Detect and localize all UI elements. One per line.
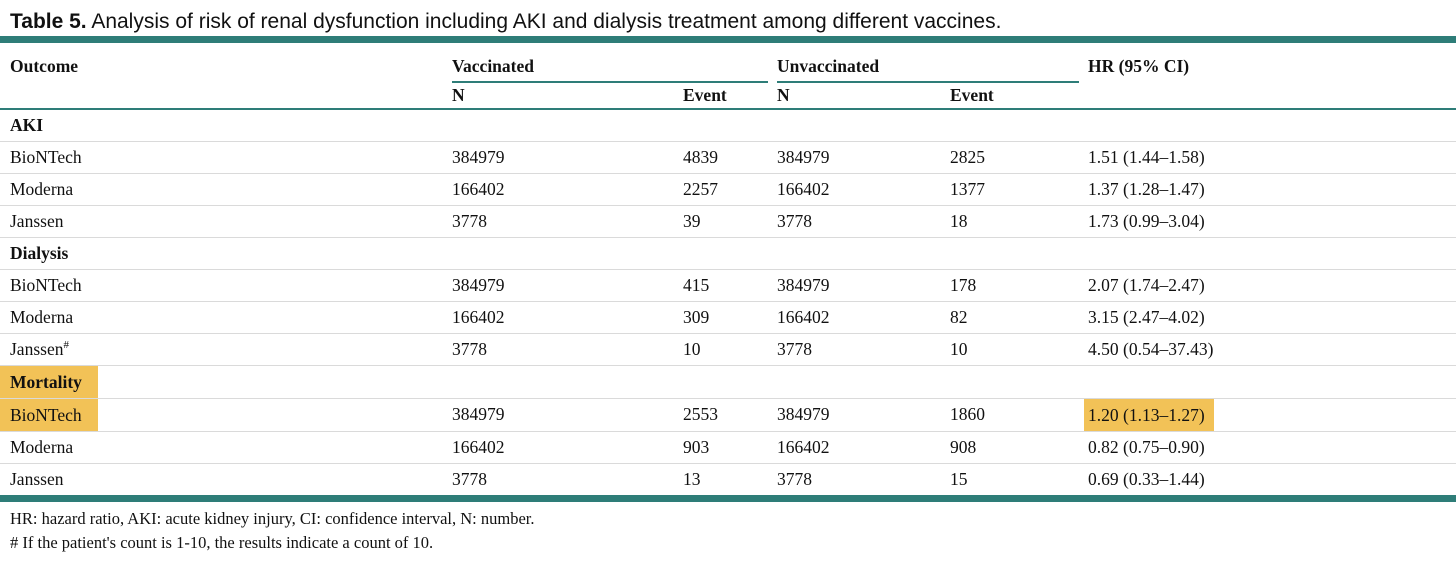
cell-unvac-event: 178	[950, 274, 977, 295]
cell-hr: 0.82 (0.75–0.90)	[1088, 436, 1205, 457]
highlighted-text: BioNTech	[0, 398, 98, 431]
section-label-aki: AKI	[10, 114, 44, 135]
table-row: Moderna 166402 903 166402 908 0.82 (0.75…	[0, 431, 1456, 463]
cell-outcome: Janssen	[10, 210, 64, 231]
cell-unvac-n: 3778	[777, 468, 812, 489]
outcome-label: Janssen	[10, 338, 64, 359]
column-header-outcome: Outcome	[10, 56, 79, 76]
cell-hr: 1.51 (1.44–1.58)	[1088, 146, 1205, 167]
header-group-row: Outcome Vaccinated Unvaccinated HR (95% …	[0, 43, 1456, 83]
footnote-abbreviations: HR: hazard ratio, AKI: acute kidney inju…	[10, 509, 535, 528]
cell-unvac-event: 10	[950, 338, 968, 359]
cell-hr: 0.69 (0.33–1.44)	[1088, 468, 1205, 489]
table-row: Janssen 3778 39 3778 18 1.73 (0.99–3.04)	[0, 205, 1456, 237]
cell-vac-n: 166402	[452, 306, 505, 327]
section-label-mortality: Mortality	[0, 365, 1456, 398]
cell-unvac-event: 2825	[950, 146, 985, 167]
cell-vac-event: 903	[683, 436, 710, 457]
cell-outcome: Janssen	[10, 468, 64, 489]
cell-unvac-event: 1860	[950, 404, 985, 424]
cell-hr: 2.07 (1.74–2.47)	[1088, 274, 1205, 295]
column-header-empty	[1088, 83, 1456, 110]
cell-outcome: Moderna	[10, 306, 74, 327]
cell-outcome: Moderna	[10, 178, 74, 199]
column-header-unvac-n: N	[777, 83, 950, 110]
cell-vac-event: 2553	[683, 404, 718, 424]
table-caption-text: Analysis of risk of renal dysfunction in…	[86, 10, 1002, 33]
data-table-container: Outcome Vaccinated Unvaccinated HR (95% …	[0, 36, 1456, 502]
cell-unvac-n: 3778	[777, 338, 812, 359]
cell-unvac-n: 384979	[777, 274, 830, 295]
section-label-dialysis: Dialysis	[10, 242, 69, 263]
table-row: Janssen# 3778 10 3778 10 4.50 (0.54–37.4…	[0, 333, 1456, 365]
column-group-vaccinated: Vaccinated	[452, 43, 777, 83]
cell-unvac-event: 18	[950, 210, 968, 231]
cell-unvac-event: 15	[950, 468, 968, 489]
cell-outcome: BioNTech	[10, 146, 82, 167]
table-row: BioNTech 384979 2553 384979 1860 1.20 (1…	[0, 398, 1456, 431]
table-footnotes: HR: hazard ratio, AKI: acute kidney inju…	[0, 502, 1456, 555]
table-row: Janssen 3778 13 3778 15 0.69 (0.33–1.44)	[0, 463, 1456, 495]
table-caption-label: Table 5.	[10, 10, 87, 33]
cell-unvac-event: 908	[950, 436, 977, 457]
cell-outcome: Moderna	[10, 436, 74, 457]
cell-outcome: BioNTech	[0, 398, 452, 431]
cell-hr: 1.20 (1.13–1.27)	[1084, 398, 1456, 431]
header-sub-row: N Event N Event	[0, 83, 1456, 110]
cell-unvac-n: 384979	[777, 146, 830, 167]
table-row: Moderna 166402 2257 166402 1377 1.37 (1.…	[0, 173, 1456, 205]
section-header-row: Dialysis	[0, 237, 1456, 269]
cell-vac-n: 166402	[452, 436, 505, 457]
table-caption: Table 5. Analysis of risk of renal dysfu…	[0, 0, 1456, 36]
table-row: BioNTech 384979 415 384979 178 2.07 (1.7…	[0, 269, 1456, 301]
table-row: BioNTech 384979 4839 384979 2825 1.51 (1…	[0, 141, 1456, 173]
column-header-unvac-event: Event	[950, 83, 1089, 110]
cell-vac-n: 166402	[452, 178, 505, 199]
table-row: Moderna 166402 309 166402 82 3.15 (2.47–…	[0, 301, 1456, 333]
cell-unvac-event: 1377	[950, 178, 985, 199]
section-header-row: Mortality	[0, 365, 1456, 398]
cell-vac-event: 309	[683, 306, 710, 327]
cell-vac-event: 4839	[683, 146, 718, 167]
cell-vac-n: 3778	[452, 210, 487, 231]
cell-unvac-event: 82	[950, 306, 968, 327]
cell-vac-event: 13	[683, 468, 701, 489]
cell-vac-n: 384979	[452, 146, 505, 167]
cell-unvac-n: 166402	[777, 436, 830, 457]
column-header-vac-event: Event	[683, 83, 777, 110]
cell-vac-event: 415	[683, 274, 710, 295]
cell-vac-n: 3778	[452, 468, 487, 489]
cell-hr: 4.50 (0.54–37.43)	[1088, 338, 1214, 359]
cell-vac-event: 39	[683, 210, 701, 231]
section-header-row: AKI	[0, 109, 1456, 141]
footnote-marker: #	[63, 338, 69, 351]
cell-vac-n: 3778	[452, 338, 487, 359]
cell-vac-event: 2257	[683, 178, 718, 199]
cell-vac-event: 10	[683, 338, 701, 359]
cell-hr: 1.73 (0.99–3.04)	[1088, 210, 1205, 231]
cell-vac-n: 384979	[452, 404, 505, 424]
cell-unvac-n: 166402	[777, 306, 830, 327]
highlighted-text: Mortality	[0, 365, 98, 398]
column-group-unvaccinated: Unvaccinated	[777, 43, 1088, 83]
cell-unvac-n: 3778	[777, 210, 812, 231]
column-header-hr: HR (95% CI)	[1088, 56, 1190, 76]
cell-hr: 3.15 (2.47–4.02)	[1088, 306, 1205, 327]
column-header-vac-n: N	[452, 83, 683, 110]
highlighted-text: 1.20 (1.13–1.27)	[1084, 398, 1214, 431]
cell-outcome: BioNTech	[10, 274, 82, 295]
column-header-empty	[0, 83, 452, 110]
footnote-count-rule: # If the patient's count is 1-10, the re…	[10, 533, 434, 552]
cell-unvac-n: 384979	[777, 404, 830, 424]
cell-vac-n: 384979	[452, 274, 505, 295]
results-table: Outcome Vaccinated Unvaccinated HR (95% …	[0, 43, 1456, 495]
cell-outcome: Janssen#	[0, 333, 452, 365]
cell-unvac-n: 166402	[777, 178, 830, 199]
cell-hr: 1.37 (1.28–1.47)	[1088, 178, 1205, 199]
